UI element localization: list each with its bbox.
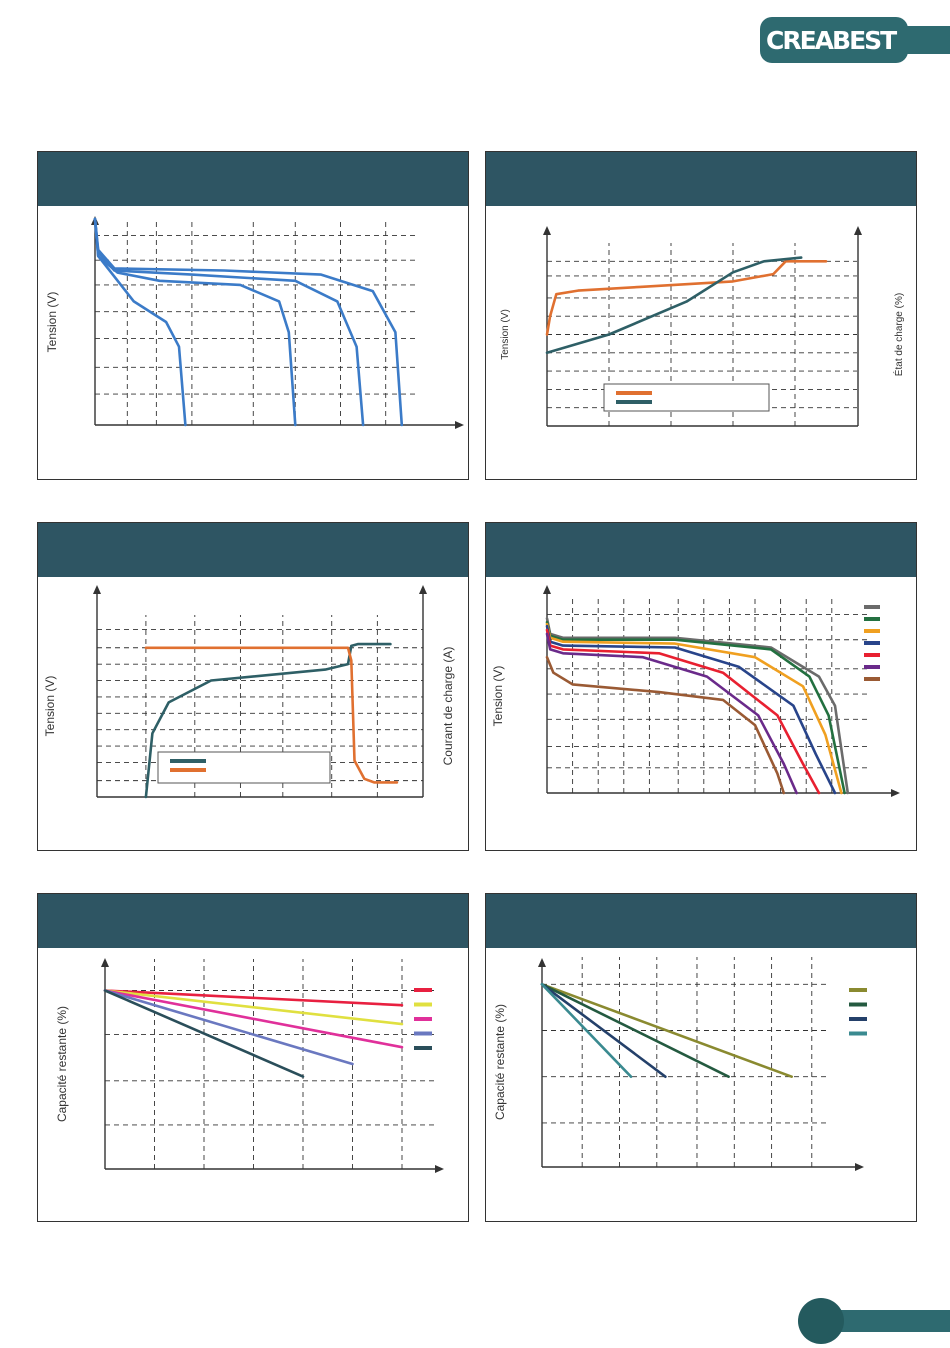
series-line [545,256,803,355]
y2-axis-arrow [854,226,862,235]
chart-panel-4: Tension (V) [485,522,917,851]
series-line [545,617,850,795]
series-line [93,217,297,427]
x-axis-arrow [891,789,900,797]
y-axis-arrow [101,958,109,967]
series-line [540,982,667,1078]
series-line [545,259,828,336]
series-line [545,620,846,795]
y-axis-label: Capacité restante (%) [55,1006,69,1122]
chart-panel-header [38,152,468,206]
chart-2-plot: Tension (V) État de charge (%) [500,226,905,427]
chart-5-plot: Capacité restante (%) [55,958,444,1173]
series-line [103,989,354,1066]
series-line [545,624,837,795]
x-axis-arrow [855,1163,864,1171]
series-line [103,989,305,1078]
series-line [540,982,730,1078]
chart-panel-5: Capacité restante (%) [37,893,469,1222]
y-axis-label: Capacité restante (%) [493,1004,507,1120]
series-line [144,642,392,799]
series-line [545,622,843,795]
chart-panel-6: Capacité restante (%) [485,893,917,1222]
y-axis-arrow [543,585,551,594]
chart-1-plot: Tension (V) [45,216,464,429]
chart-6-plot: Capacité restante (%) [493,957,867,1171]
y2-axis-label: Courant de charge (A) [441,647,455,766]
chart-4-plot: Tension (V) [491,585,900,797]
series-line [540,982,633,1078]
chart-panel-header [38,523,468,577]
series-line [93,217,404,427]
series-line [103,989,404,1007]
chart-panel-header [486,523,916,577]
chart-panel-1: Tension (V) [37,151,469,480]
y2-axis-arrow [419,585,427,594]
y-axis-arrow [93,585,101,594]
legend-box [157,751,331,784]
series-line [103,989,404,1026]
series-line [545,632,798,795]
legend-box [603,383,770,412]
chart-panel-header [486,894,916,948]
page-footer-bar [820,1310,950,1332]
y-axis-arrow [543,226,551,235]
series-line [545,655,786,795]
series-line [144,646,399,784]
chart-panel-header [38,894,468,948]
y-axis-label: Tension (V) [45,292,59,353]
chart-panel-3: Tension (V) Courant de charge (A) [37,522,469,851]
chart-panel-header [486,152,916,206]
y-axis-arrow [538,958,546,967]
x-axis-arrow [435,1165,444,1173]
series-line [540,982,794,1078]
y-axis-label: Tension (V) [491,666,505,727]
series-line [93,217,365,427]
series-line [545,628,821,795]
page-number-badge [798,1298,844,1344]
chart-3-plot: Tension (V) Courant de charge (A) [43,585,455,799]
brand-logo-text: CREABEST [766,26,897,55]
chart-panel-2: Tension (V) État de charge (%) [485,151,917,480]
y-axis-label: Tension (V) [500,309,511,360]
brand-logo: CREABEST [760,17,950,63]
x-axis-arrow [455,421,464,429]
y2-axis-label: État de charge (%) [892,293,905,376]
series-line [103,989,404,1049]
y-axis-label: Tension (V) [43,676,57,737]
